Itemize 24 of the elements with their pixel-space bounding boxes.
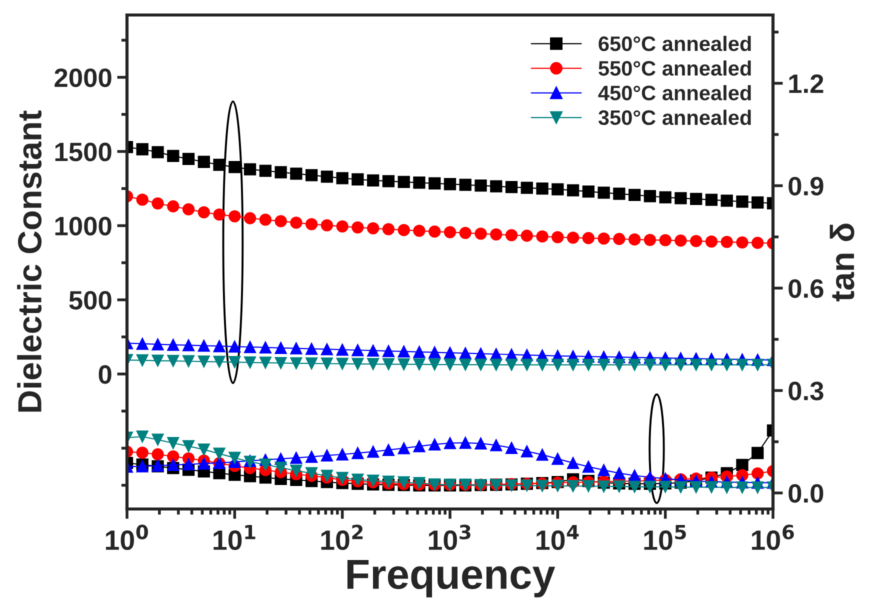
y-tick-label: 0 bbox=[98, 365, 112, 384]
x-tick-label: 10$^{4}$ bbox=[536, 524, 579, 550]
y2-axis-title: tan δ bbox=[830, 224, 854, 302]
legend-label: 450°C annealed bbox=[598, 85, 751, 100]
x-axis-title: Frequency bbox=[347, 560, 556, 598]
y2-tick-label: 0.9 bbox=[788, 176, 824, 196]
y-tick-label: 2000 bbox=[54, 68, 112, 88]
y-tick-label: 500 bbox=[69, 290, 112, 310]
y2-tick-label: 0.3 bbox=[788, 382, 824, 400]
y-axis-title: Dielectric Constant bbox=[17, 110, 42, 412]
y2-tick-label: 0.0 bbox=[788, 484, 824, 503]
y2-tick-label: 0.6 bbox=[788, 279, 824, 298]
legend-label: 650°C annealed bbox=[598, 36, 751, 52]
x-tick-label: 10$^{3}$ bbox=[428, 524, 470, 550]
y-tick-label: 1500 bbox=[55, 142, 112, 162]
legend-label: 550°C annealed bbox=[598, 60, 751, 76]
y2-tick-label: 1.2 bbox=[789, 74, 824, 93]
x-tick-label: 10$^{0}$ bbox=[106, 524, 148, 550]
y-tick-label: 1000 bbox=[55, 216, 112, 236]
legend-label: 350°C annealed bbox=[598, 110, 751, 126]
x-tick-label: 10$^{2}$ bbox=[321, 524, 363, 550]
x-tick-label: 10$^{5}$ bbox=[644, 524, 686, 550]
x-tick-label: 10$^{6}$ bbox=[752, 524, 794, 550]
x-tick-label: 10$^{1}$ bbox=[214, 524, 256, 550]
